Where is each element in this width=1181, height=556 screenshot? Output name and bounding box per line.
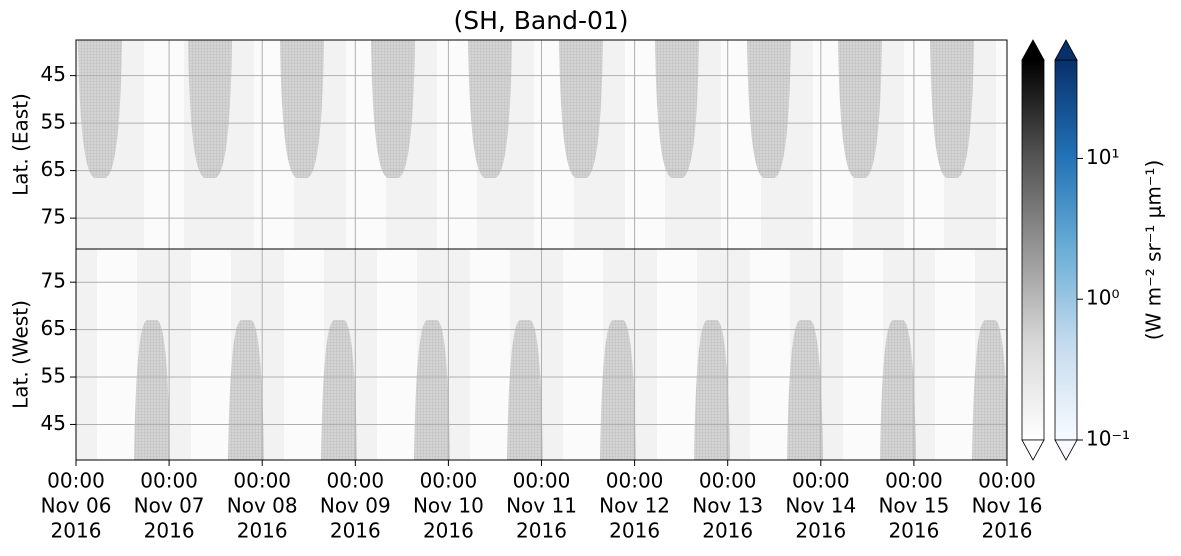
masked-region xyxy=(414,320,450,460)
bright-band xyxy=(843,249,883,460)
bright-band xyxy=(750,249,790,460)
x-tick-label: 00:00 xyxy=(233,469,291,493)
x-tick-label: 2016 xyxy=(609,519,660,543)
masked-region xyxy=(78,40,122,178)
x-tick-label: 00:00 xyxy=(140,469,198,493)
y-axis-label: Lat. (West) xyxy=(9,300,33,409)
masked-region xyxy=(468,40,512,178)
bright-band xyxy=(191,249,231,460)
y-tick-label: 45 xyxy=(41,411,66,435)
x-tick-label: 2016 xyxy=(237,519,288,543)
bright-band xyxy=(377,249,417,460)
y-tick-label: 65 xyxy=(41,157,66,181)
x-tick-label: Nov 09 xyxy=(320,494,391,518)
x-tick-label: 00:00 xyxy=(699,469,757,493)
masked-region xyxy=(134,320,170,460)
bright-band xyxy=(284,249,324,460)
colorbar-extend-max xyxy=(1054,39,1078,61)
x-tick-label: Nov 07 xyxy=(134,494,205,518)
x-tick-label: 00:00 xyxy=(326,469,384,493)
bright-band xyxy=(657,249,697,460)
masked-region xyxy=(787,320,823,460)
x-tick-label: Nov 16 xyxy=(972,494,1043,518)
x-tick-label: Nov 14 xyxy=(785,494,856,518)
x-tick-label: Nov 10 xyxy=(413,494,484,518)
masked-region xyxy=(972,320,1007,460)
y-tick-label: 55 xyxy=(41,364,66,388)
y-tick-label: 65 xyxy=(41,316,66,340)
bright-band xyxy=(97,249,137,460)
colorbar-label: (W m⁻² sr⁻¹ μm⁻¹) xyxy=(1142,160,1166,341)
masked-region xyxy=(280,40,324,178)
masked-region xyxy=(507,320,543,460)
masked-region xyxy=(600,320,636,460)
x-tick-label: 2016 xyxy=(702,519,753,543)
x-tick-label: Nov 11 xyxy=(506,494,577,518)
x-tick-label: 2016 xyxy=(423,519,474,543)
colorbar-extend-min xyxy=(1054,439,1078,461)
x-tick-label: 00:00 xyxy=(513,469,571,493)
y-tick-label: 45 xyxy=(41,62,66,86)
colorbar xyxy=(1021,59,1045,441)
x-tick-label: 00:00 xyxy=(606,469,664,493)
colorbar-extend-max xyxy=(1021,39,1045,61)
x-tick-label: Nov 06 xyxy=(41,494,112,518)
masked-region xyxy=(747,40,791,178)
bright-band xyxy=(996,40,1007,249)
masked-region xyxy=(559,40,603,178)
x-tick-label: 2016 xyxy=(144,519,195,543)
heatmap xyxy=(76,40,1007,460)
masked-region xyxy=(188,40,232,178)
x-tick-label: Nov 13 xyxy=(692,494,763,518)
colorbar-tick-label: 10⁻¹ xyxy=(1086,427,1130,451)
x-tick-label: 00:00 xyxy=(420,469,478,493)
masked-region xyxy=(371,40,415,178)
y-tick-label: 75 xyxy=(41,205,66,229)
x-tick-label: 00:00 xyxy=(885,469,943,493)
x-tick-label: Nov 15 xyxy=(878,494,949,518)
masked-region xyxy=(838,40,882,178)
x-tick-label: 00:00 xyxy=(792,469,850,493)
masked-region xyxy=(930,40,974,178)
x-tick-label: 00:00 xyxy=(47,469,105,493)
y-tick-label: 55 xyxy=(41,110,66,134)
y-tick-label: 75 xyxy=(41,269,66,293)
x-tick-label: Nov 08 xyxy=(227,494,298,518)
colorbar-extend-min xyxy=(1021,439,1045,461)
bright-band xyxy=(144,40,184,249)
masked-region xyxy=(880,320,916,460)
colorbar-tick-label: 10⁰ xyxy=(1086,286,1119,310)
colorbar xyxy=(1054,59,1078,441)
x-tick-label: 2016 xyxy=(795,519,846,543)
colorbar-tick-label: 10¹ xyxy=(1086,145,1119,169)
x-tick-label: 2016 xyxy=(516,519,567,543)
x-tick-label: 2016 xyxy=(330,519,381,543)
x-tick-label: 2016 xyxy=(888,519,939,543)
masked-region xyxy=(228,320,264,460)
y-axis-label: Lat. (East) xyxy=(9,93,33,196)
chart-title: (SH, Band-01) xyxy=(453,6,628,35)
x-tick-label: 00:00 xyxy=(978,469,1036,493)
bright-band xyxy=(563,249,603,460)
bright-band xyxy=(470,249,510,460)
bright-band xyxy=(935,249,975,460)
x-tick-label: Nov 12 xyxy=(599,494,670,518)
masked-region xyxy=(321,320,357,460)
masked-region xyxy=(655,40,699,178)
x-tick-label: 2016 xyxy=(982,519,1033,543)
masked-region xyxy=(694,320,730,460)
x-tick-label: 2016 xyxy=(51,519,102,543)
